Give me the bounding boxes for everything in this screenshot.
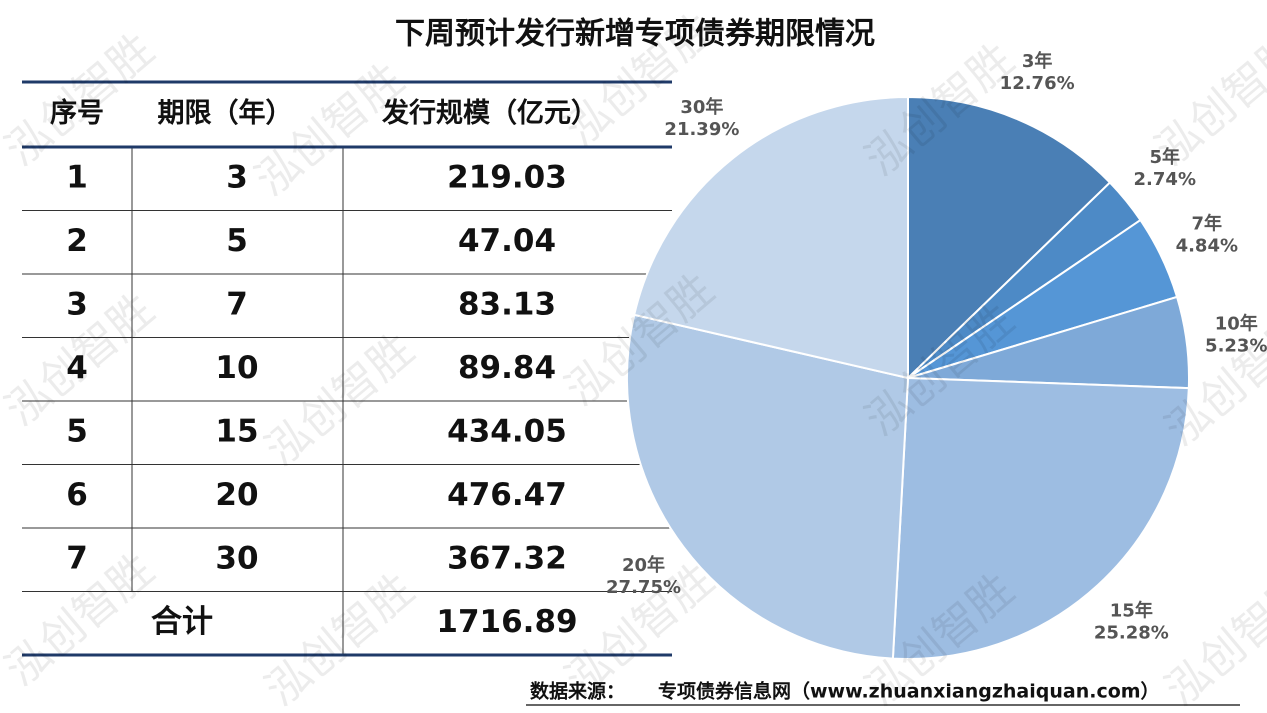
cell: 3 [226, 159, 248, 195]
cell: 7 [66, 540, 88, 576]
cell: 30 [215, 540, 258, 576]
pie-slice [907, 95, 1112, 381]
slice-value-label: 4.84% [1176, 236, 1238, 257]
cell: 434.05 [447, 413, 567, 449]
watermark: 泓创智胜 [1156, 564, 1267, 713]
slice-value-label: 27.75% [606, 577, 681, 598]
title: 下周预计发行新增专项债券期限情况 [395, 17, 875, 52]
cell: 4 [66, 350, 88, 386]
header-cell: 序号 [50, 97, 104, 129]
slice-label: 20年 [622, 554, 665, 576]
cell: 47.04 [458, 223, 556, 259]
cell: 15 [215, 413, 258, 449]
slice-label: 30年 [680, 96, 723, 118]
watermark: 泓创智胜 [0, 24, 164, 176]
slice-label: 7年 [1192, 213, 1223, 235]
slice-label: 10年 [1215, 313, 1258, 335]
header-cell: 发行规模（亿元） [381, 97, 598, 129]
slice-value-label: 5.23% [1205, 336, 1267, 357]
cell: 7 [226, 286, 248, 322]
cell: 83.13 [458, 286, 556, 322]
slice-label: 3年 [1022, 50, 1053, 72]
total-value: 1716.89 [436, 604, 577, 640]
slice-label: 15年 [1110, 599, 1153, 621]
cell: 6 [66, 477, 88, 513]
table: 序号 期限（年） 发行规模（亿元） 1 3 219.03 2 5 47.04 3 7 83.13 4 10… [22, 80, 672, 657]
total-label: 合计 [151, 604, 213, 640]
slice-label: 5年 [1150, 146, 1181, 168]
cell: 1 [66, 159, 88, 195]
cell: 3 [66, 286, 88, 322]
slice-value-label: 12.76% [1000, 73, 1075, 94]
source-label: 数据来源： [530, 680, 625, 703]
watermark: 泓创智胜 [246, 54, 414, 206]
pie-slice [626, 313, 910, 660]
cell: 367.32 [447, 540, 567, 576]
slice-value-label: 25.28% [1094, 622, 1169, 643]
cell: 89.84 [458, 350, 556, 386]
cell: 476.47 [447, 477, 567, 513]
slice-value-label: 21.39% [664, 119, 739, 140]
source: 专项债券信息网（www.zhuanxiangzhaiquan.com） [658, 680, 1160, 703]
watermark: 泓创智胜 [1146, 24, 1267, 176]
header-cell: 期限（年） [158, 97, 293, 129]
cell: 5 [226, 223, 248, 259]
cell: 20 [215, 477, 258, 513]
cell: 2 [66, 223, 88, 259]
pie-slice [891, 376, 1190, 660]
cell: 10 [215, 350, 258, 386]
pie-slice [632, 95, 909, 380]
cell: 5 [66, 413, 88, 449]
cell: 219.03 [447, 159, 567, 195]
watermark: 泓创智胜 [256, 564, 424, 713]
watermark: 泓创智胜 [256, 324, 424, 476]
slice-value-label: 2.74% [1134, 169, 1196, 190]
